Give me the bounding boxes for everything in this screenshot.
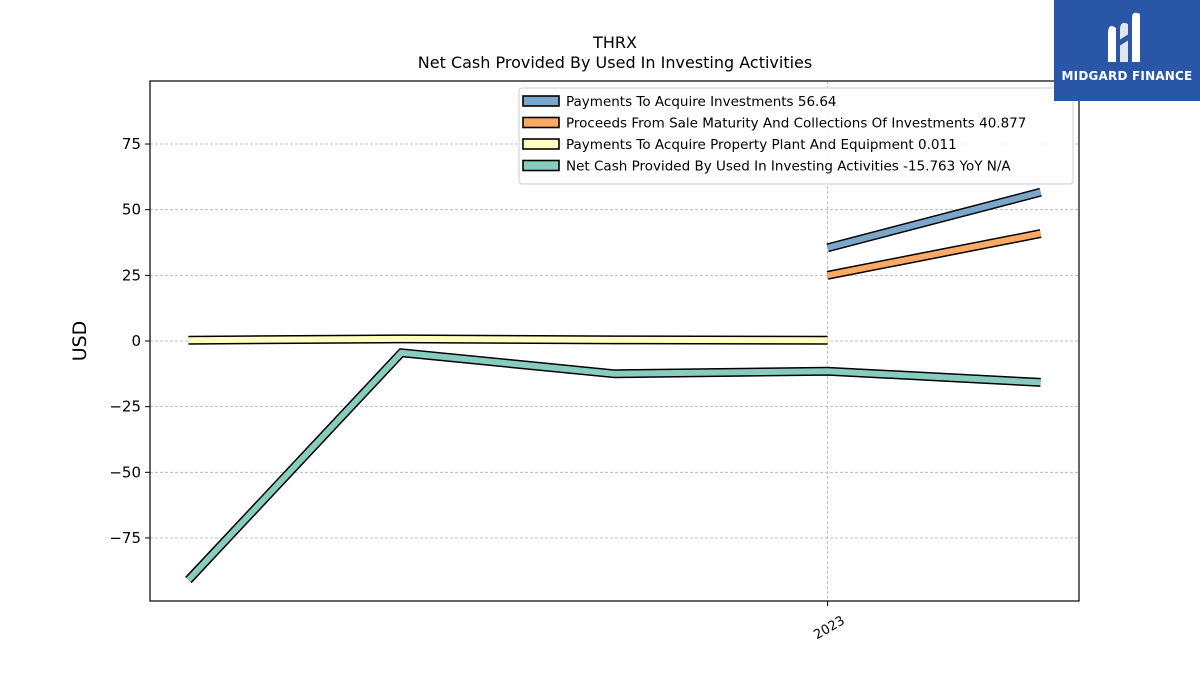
series-layer [185, 187, 1042, 584]
series-line-2 [188, 335, 828, 344]
logo-mark-icon [1108, 12, 1140, 63]
legend: Payments To Acquire Investments 56.64 Pro… [518, 87, 1074, 185]
series-line-0 [826, 189, 1042, 251]
y-axis-ticks: −75 −50 −25 0 25 50 75 [109, 135, 150, 547]
legend-entry: Payments To Acquire Investments 56.64 [566, 94, 837, 110]
series-line-3 [186, 349, 1041, 583]
x-axis-ticks: 2023 [811, 601, 848, 643]
y-tick-label: 50 [122, 201, 141, 219]
series-line-outline-3 [185, 348, 1041, 584]
series-line-1 [827, 230, 1042, 279]
legend-box [518, 87, 1074, 185]
brand-logo: MIDGARD FINANCE [1054, 0, 1200, 101]
y-tick-label: −25 [109, 398, 141, 416]
legend-swatch [522, 138, 560, 150]
legend-swatch [522, 159, 560, 172]
legend-entry: Net Cash Provided By Used In Investing A… [566, 159, 1011, 175]
x-tick-label: 2023 [811, 613, 847, 643]
legend-entry: Proceeds From Sale Maturity And Collecti… [566, 116, 1026, 132]
chart-subtitle: Net Cash Provided By Used In Investing A… [418, 53, 812, 72]
legend-entry: Payments To Acquire Property Plant And E… [566, 137, 957, 153]
legend-swatch [522, 95, 560, 107]
y-tick-label: 25 [122, 266, 141, 284]
y-tick-label: −50 [109, 463, 141, 481]
y-tick-label: −75 [109, 529, 141, 547]
y-axis-label: USD [69, 321, 91, 362]
chart-title: THRX [592, 33, 637, 52]
y-tick-label: 75 [122, 135, 141, 153]
legend-swatch [522, 116, 560, 129]
logo-text: MIDGARD FINANCE [1061, 69, 1193, 83]
y-tick-label: 0 [131, 332, 141, 350]
